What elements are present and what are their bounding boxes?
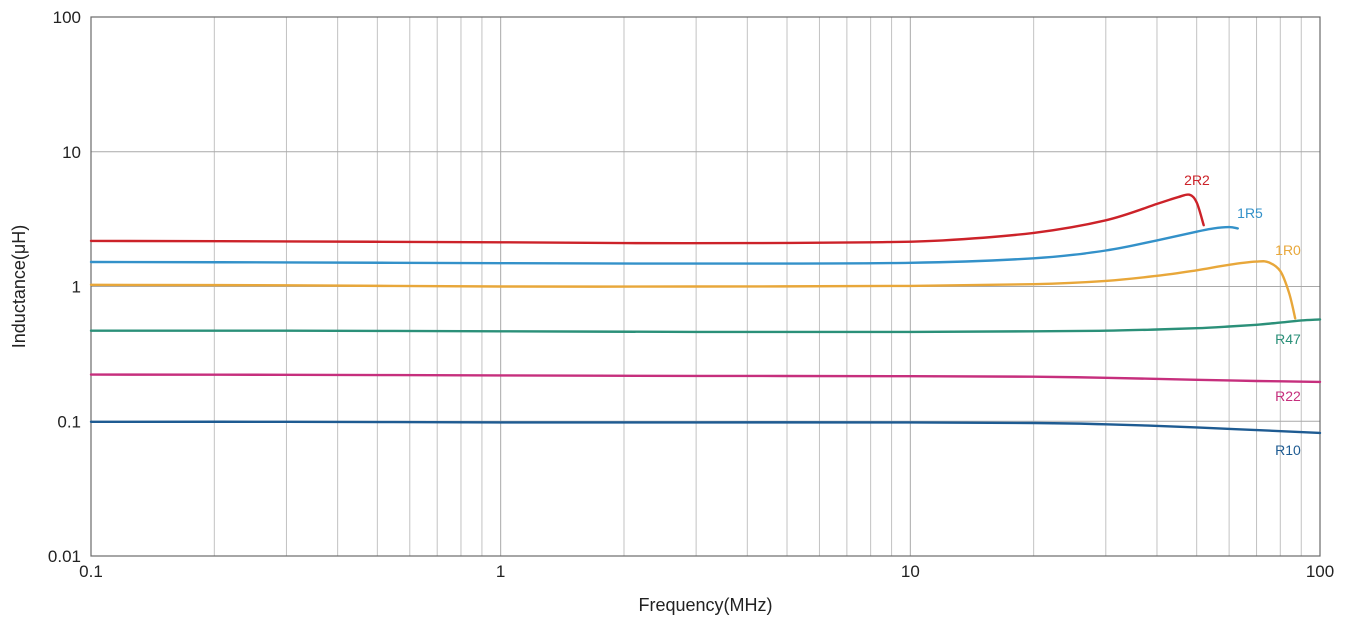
series-label-r22: R22 <box>1275 388 1301 404</box>
series-label-1r5: 1R5 <box>1237 205 1263 221</box>
x-tick-label: 1 <box>496 562 505 581</box>
series-label-2r2: 2R2 <box>1184 172 1210 188</box>
y-tick-label: 0.1 <box>57 412 81 431</box>
x-tick-label: 10 <box>901 562 920 581</box>
series-label-r47: R47 <box>1275 331 1301 347</box>
series-label-r10: R10 <box>1275 442 1301 458</box>
series-line-r10 <box>89 420 1322 435</box>
plot-frame <box>90 16 1321 557</box>
y-axis-title: Inductance(μH) <box>9 225 29 348</box>
y-tick-label: 100 <box>53 8 81 27</box>
y-axis-ticks: 0.01 0.1 1 10 100 <box>48 8 81 566</box>
x-tick-label: 0.1 <box>79 562 103 581</box>
series-label-1r0: 1R0 <box>1275 242 1301 258</box>
y-tick-label: 1 <box>72 278 81 297</box>
series-line-r47 <box>89 318 1322 334</box>
x-axis-ticks: 0.1 1 10 100 <box>79 562 1334 581</box>
x-axis-title: Frequency(MHz) <box>638 595 772 615</box>
y-tick-label: 10 <box>62 143 81 162</box>
series-labels: 2R2 1R5 1R0 R47 R22 R10 <box>1184 172 1301 458</box>
series-line-r22 <box>89 373 1322 384</box>
series-line-1r0 <box>89 260 1297 320</box>
x-tick-label: 100 <box>1306 562 1334 581</box>
series-lines <box>89 193 1322 435</box>
y-tick-label: 0.01 <box>48 547 81 566</box>
series-line-1r5 <box>89 225 1239 265</box>
series-line-2r2 <box>89 193 1205 245</box>
